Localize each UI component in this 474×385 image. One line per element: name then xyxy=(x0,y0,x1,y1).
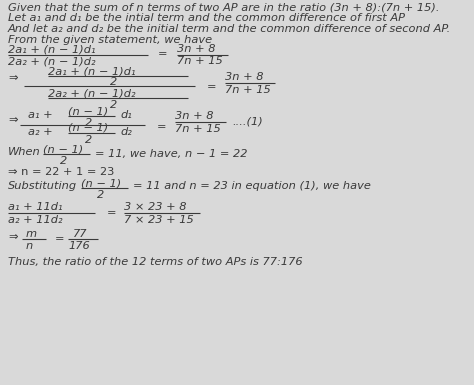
Text: 2a₁ + (n − 1)d₁: 2a₁ + (n − 1)d₁ xyxy=(48,67,136,77)
Text: ⇒ n = 22 + 1 = 23: ⇒ n = 22 + 1 = 23 xyxy=(8,167,114,177)
Text: 3n + 8: 3n + 8 xyxy=(175,111,213,121)
Text: n: n xyxy=(26,241,33,251)
Text: 2a₁ + (n − 1)d₁: 2a₁ + (n − 1)d₁ xyxy=(8,44,95,54)
Text: =: = xyxy=(207,82,217,92)
Text: (n − 1): (n − 1) xyxy=(68,123,108,133)
Text: (n − 1): (n − 1) xyxy=(43,144,83,154)
Text: a₂ +: a₂ + xyxy=(28,127,53,137)
Text: ⇒: ⇒ xyxy=(8,232,18,242)
Text: 2: 2 xyxy=(85,135,92,145)
Text: 2: 2 xyxy=(110,100,117,110)
Text: Substituting: Substituting xyxy=(8,181,77,191)
Text: ⇒: ⇒ xyxy=(8,73,18,83)
Text: =: = xyxy=(158,49,167,59)
Text: =: = xyxy=(157,122,166,132)
Text: =: = xyxy=(107,208,117,218)
Text: d₂: d₂ xyxy=(120,127,132,137)
Text: (n − 1): (n − 1) xyxy=(81,178,121,188)
Text: = 11 and n = 23 in equation (1), we have: = 11 and n = 23 in equation (1), we have xyxy=(133,181,371,191)
Text: 3n + 8: 3n + 8 xyxy=(225,72,264,82)
Text: ⇒: ⇒ xyxy=(8,115,18,125)
Text: And let a₂ and d₂ be the initial term and the common difference of second AP.: And let a₂ and d₂ be the initial term an… xyxy=(8,24,451,34)
Text: 7n + 15: 7n + 15 xyxy=(177,56,223,66)
Text: Thus, the ratio of the 12 terms of two APs is 77:176: Thus, the ratio of the 12 terms of two A… xyxy=(8,257,302,267)
Text: =: = xyxy=(55,234,64,244)
Text: 2: 2 xyxy=(85,118,92,128)
Text: 2a₂ + (n − 1)d₂: 2a₂ + (n − 1)d₂ xyxy=(8,56,95,66)
Text: 176: 176 xyxy=(68,241,90,251)
Text: 2a₂ + (n − 1)d₂: 2a₂ + (n − 1)d₂ xyxy=(48,88,136,98)
Text: When: When xyxy=(8,147,41,157)
Text: m: m xyxy=(26,229,37,239)
Text: d₁: d₁ xyxy=(120,110,132,120)
Text: a₁ + 11d₁: a₁ + 11d₁ xyxy=(8,202,63,212)
Text: a₁ +: a₁ + xyxy=(28,110,53,120)
Text: Given that the sum of n terms of two AP are in the ratio (3n + 8):(7n + 15).: Given that the sum of n terms of two AP … xyxy=(8,2,439,12)
Text: 3 × 23 + 8: 3 × 23 + 8 xyxy=(124,202,186,212)
Text: (n − 1): (n − 1) xyxy=(68,107,108,117)
Text: 2: 2 xyxy=(60,156,67,166)
Text: = 11, we have, n − 1 = 22: = 11, we have, n − 1 = 22 xyxy=(95,149,247,159)
Text: ....(1): ....(1) xyxy=(232,117,263,127)
Text: 7n + 15: 7n + 15 xyxy=(175,124,221,134)
Text: 7 × 23 + 15: 7 × 23 + 15 xyxy=(124,215,194,225)
Text: Let a₁ and d₁ be the intial term and the common difference of first AP: Let a₁ and d₁ be the intial term and the… xyxy=(8,13,405,23)
Text: From the given statement, we have: From the given statement, we have xyxy=(8,35,212,45)
Text: a₂ + 11d₂: a₂ + 11d₂ xyxy=(8,215,63,225)
Text: 2: 2 xyxy=(97,190,104,200)
Text: 77: 77 xyxy=(73,229,88,239)
Text: 2: 2 xyxy=(110,77,117,87)
Text: 3n + 8: 3n + 8 xyxy=(177,44,216,54)
Text: 7n + 15: 7n + 15 xyxy=(225,85,271,95)
